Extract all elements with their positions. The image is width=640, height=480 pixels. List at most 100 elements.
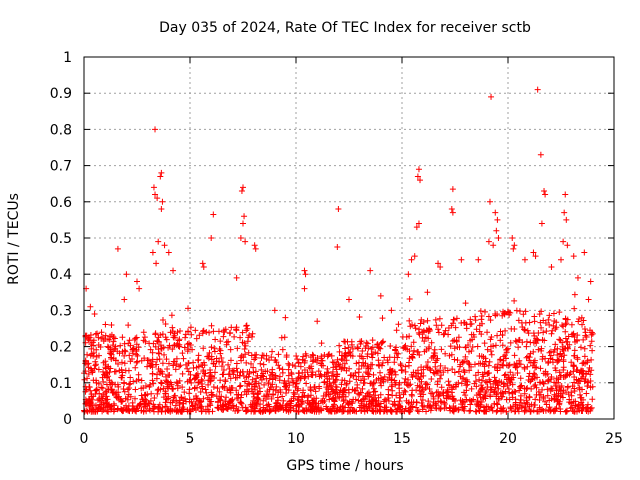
data-point xyxy=(193,335,200,342)
data-point xyxy=(521,390,528,397)
data-point xyxy=(409,374,416,380)
data-point xyxy=(228,324,235,331)
data-point xyxy=(420,327,427,334)
data-point xyxy=(495,235,502,241)
data-point xyxy=(389,382,396,389)
data-point xyxy=(574,274,581,281)
data-point xyxy=(386,354,393,361)
data-point xyxy=(285,360,292,367)
data-point xyxy=(364,364,371,371)
data-point xyxy=(495,396,502,403)
data-point xyxy=(217,350,224,357)
data-point xyxy=(388,307,395,314)
data-point xyxy=(84,351,91,358)
data-point xyxy=(398,362,405,369)
data-point xyxy=(510,245,517,252)
data-point xyxy=(298,398,305,405)
data-point xyxy=(165,407,172,414)
data-point xyxy=(294,387,301,394)
data-point xyxy=(504,345,511,352)
data-point xyxy=(548,330,555,337)
data-point xyxy=(404,382,411,389)
data-point xyxy=(471,361,478,368)
data-point xyxy=(365,345,372,352)
data-point xyxy=(414,348,421,355)
data-point xyxy=(174,407,181,414)
data-point xyxy=(370,385,377,392)
data-point xyxy=(484,329,491,336)
data-point xyxy=(318,340,325,347)
data-point xyxy=(362,396,369,403)
data-point xyxy=(381,373,388,380)
data-point xyxy=(512,337,519,344)
data-point xyxy=(521,256,528,263)
data-point xyxy=(242,351,249,358)
data-point xyxy=(169,385,176,392)
data-point xyxy=(245,380,252,387)
data-point xyxy=(542,368,549,375)
data-point xyxy=(88,408,95,415)
data-point xyxy=(584,401,591,408)
data-point xyxy=(402,388,409,395)
data-point xyxy=(379,376,386,383)
data-point xyxy=(173,360,180,367)
data-point xyxy=(81,408,88,415)
data-point xyxy=(111,402,118,409)
data-point xyxy=(583,333,590,340)
data-point xyxy=(497,337,504,344)
data-point xyxy=(350,396,357,403)
data-point xyxy=(548,263,555,270)
data-point xyxy=(210,328,217,335)
data-point xyxy=(537,365,544,372)
data-point xyxy=(449,338,456,345)
data-point xyxy=(456,344,463,351)
data-point xyxy=(507,309,514,316)
data-point xyxy=(466,367,473,374)
data-point xyxy=(198,398,205,405)
data-point xyxy=(150,380,157,387)
data-point xyxy=(444,367,451,374)
data-point xyxy=(528,385,535,392)
data-point xyxy=(265,401,272,408)
data-point xyxy=(497,356,504,363)
data-point xyxy=(426,344,433,351)
data-point xyxy=(146,400,153,407)
data-point xyxy=(151,395,158,402)
data-point xyxy=(219,402,226,409)
data-point xyxy=(193,400,200,407)
data-point xyxy=(515,317,522,324)
data-point xyxy=(110,348,117,355)
data-point xyxy=(438,372,445,379)
data-point xyxy=(584,379,591,386)
data-point xyxy=(462,353,469,360)
data-point xyxy=(573,408,580,415)
data-point xyxy=(200,359,207,366)
data-point xyxy=(441,399,448,406)
data-point xyxy=(177,362,184,369)
data-point xyxy=(136,402,143,409)
data-point xyxy=(455,406,462,413)
data-point xyxy=(397,361,404,368)
data-point xyxy=(379,359,386,366)
data-point xyxy=(521,327,528,334)
data-point xyxy=(151,403,158,410)
x-tick-label: 0 xyxy=(80,431,89,447)
data-point xyxy=(536,379,543,386)
data-point xyxy=(142,338,149,345)
data-point xyxy=(188,379,195,386)
data-point xyxy=(559,394,566,401)
data-point xyxy=(588,356,595,363)
data-point xyxy=(90,337,97,344)
data-point xyxy=(462,392,469,399)
data-point xyxy=(136,285,143,292)
data-point xyxy=(294,356,301,363)
data-point xyxy=(468,385,475,392)
data-point xyxy=(334,244,341,251)
data-point xyxy=(108,351,115,358)
data-point xyxy=(430,369,437,376)
data-point xyxy=(450,316,457,323)
data-point xyxy=(129,406,136,413)
data-point xyxy=(414,173,421,180)
data-point xyxy=(401,387,408,394)
data-point xyxy=(451,369,458,376)
